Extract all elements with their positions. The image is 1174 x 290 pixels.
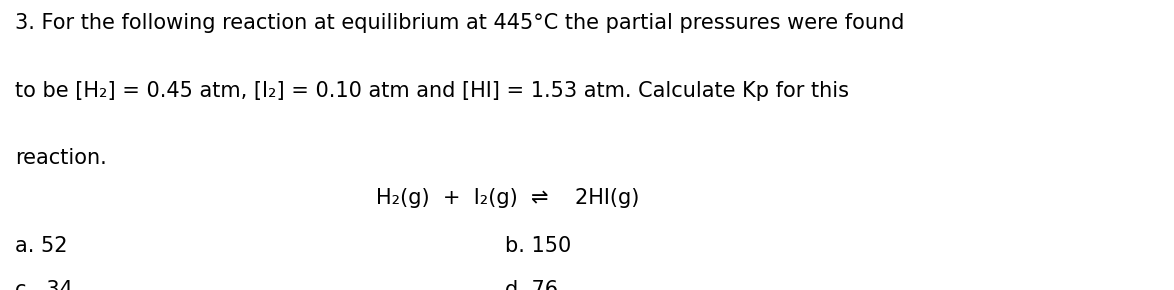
Text: b. 150: b. 150 xyxy=(505,236,571,256)
Text: reaction.: reaction. xyxy=(15,148,107,168)
Text: c.  34: c. 34 xyxy=(15,280,73,290)
Text: to be [H₂] = 0.45 atm, [I₂] = 0.10 atm and [HI] = 1.53 atm. Calculate Kp for thi: to be [H₂] = 0.45 atm, [I₂] = 0.10 atm a… xyxy=(15,81,849,101)
Text: H₂(g)  +  I₂(g)  ⇌    2HI(g): H₂(g) + I₂(g) ⇌ 2HI(g) xyxy=(376,188,639,209)
Text: a. 52: a. 52 xyxy=(15,236,68,256)
Text: d. 76: d. 76 xyxy=(505,280,558,290)
Text: 3. For the following reaction at equilibrium at 445°C the partial pressures were: 3. For the following reaction at equilib… xyxy=(15,13,905,33)
